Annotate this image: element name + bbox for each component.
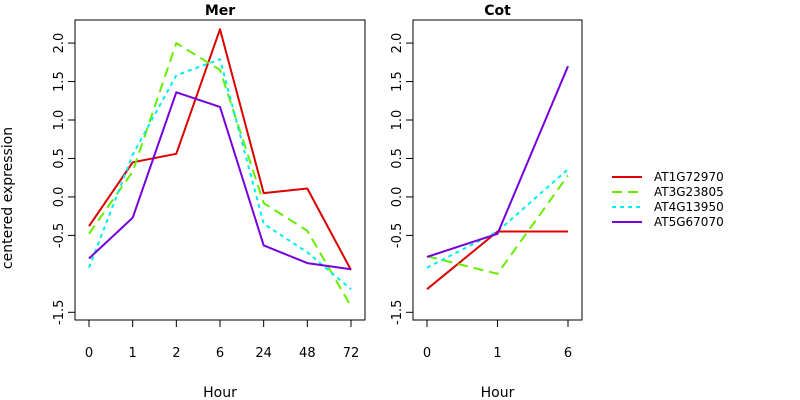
x-axis-title: Hour [481, 385, 515, 400]
y-tick-label: 2.0 [390, 33, 405, 54]
panel-title: Mer [205, 3, 235, 19]
series-line-at4g13950 [88, 58, 352, 290]
x-tick-label: 0 [85, 346, 93, 361]
panel-cot: Cot -1.5 -0.5 0.0 0.5 1.0 1.5 2.0 0 1 6 Hour [390, 3, 583, 400]
y-tick-label: 1.0 [390, 110, 405, 131]
x-tick-label: 48 [299, 346, 316, 361]
y-tick-label: 0.5 [390, 148, 405, 169]
x-tick-label: 0 [423, 346, 431, 361]
legend-label: AT1G72970 [654, 170, 724, 184]
y-tick-label: 0.0 [52, 187, 67, 208]
panel-mer: Mer -1.5 -0.5 0.0 0.5 1.0 1.5 2.0 0 1 2 6 24 48 72 Hour [52, 3, 366, 400]
y-tick-label: -0.5 [52, 223, 67, 248]
y-tick-label: 0.5 [52, 148, 67, 169]
legend-label: AT3G23805 [654, 185, 724, 199]
x-tick-label: 6 [216, 346, 224, 361]
legend-label: AT4G13950 [654, 200, 724, 214]
x-tick-label: 6 [564, 346, 572, 361]
x-tick-label: 1 [493, 346, 501, 361]
series-line-at3g23805 [88, 42, 352, 307]
panel-title: Cot [484, 3, 511, 19]
y-tick-label: -1.5 [52, 300, 67, 325]
plot-frame [74, 19, 366, 321]
series-line-at3g23805 [426, 174, 569, 275]
legend-label: AT5G67070 [654, 215, 724, 229]
series-line-at5g67070 [88, 91, 352, 271]
series-line-at1g72970 [88, 28, 352, 271]
y-tick-label: 1.5 [390, 71, 405, 92]
y-tick-label: 1.0 [52, 110, 67, 131]
x-tick-label: 72 [343, 346, 360, 361]
y-tick-label: -0.5 [390, 223, 405, 248]
plot-frame [412, 19, 583, 321]
x-axis-title: Hour [203, 385, 237, 400]
series-line-at4g13950 [426, 168, 569, 269]
y-tick-label: 0.0 [390, 187, 405, 208]
y-tick-label: -1.5 [390, 300, 405, 325]
series-line-at5g67070 [426, 65, 569, 258]
x-tick-label: 24 [255, 346, 272, 361]
series-line-at1g72970 [426, 230, 568, 290]
x-tick-label: 1 [129, 346, 137, 361]
x-tick-label: 2 [172, 346, 180, 361]
y-tick-label: 1.5 [52, 71, 67, 92]
y-axis-title: centered expression [0, 127, 16, 269]
panels: Mer -1.5 -0.5 0.0 0.5 1.0 1.5 2.0 0 1 2 6 24 48 72 Hour… [52, 3, 583, 400]
y-tick-label: 2.0 [52, 33, 67, 54]
